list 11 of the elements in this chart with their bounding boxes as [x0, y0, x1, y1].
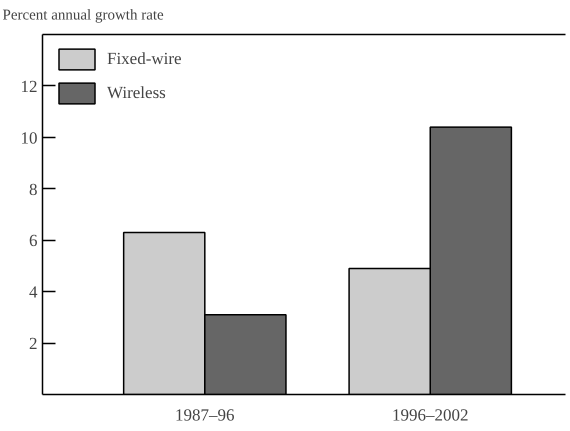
y-tick-label: 2	[29, 334, 38, 354]
y-axis-title: Percent annual growth rate	[2, 8, 164, 24]
x-tick-label: 1987–96	[175, 406, 235, 424]
y-tick-label: 10	[20, 128, 38, 148]
legend-label: Fixed-wire	[107, 49, 182, 69]
y-tick-label: 12	[20, 76, 38, 96]
x-tick-label: 1996–2002	[392, 406, 468, 424]
y-tick-label: 4	[29, 282, 38, 302]
y-tick-label: 8	[29, 180, 38, 199]
legend-label: Wireless	[107, 83, 166, 103]
y-tick-label: 6	[29, 231, 38, 250]
